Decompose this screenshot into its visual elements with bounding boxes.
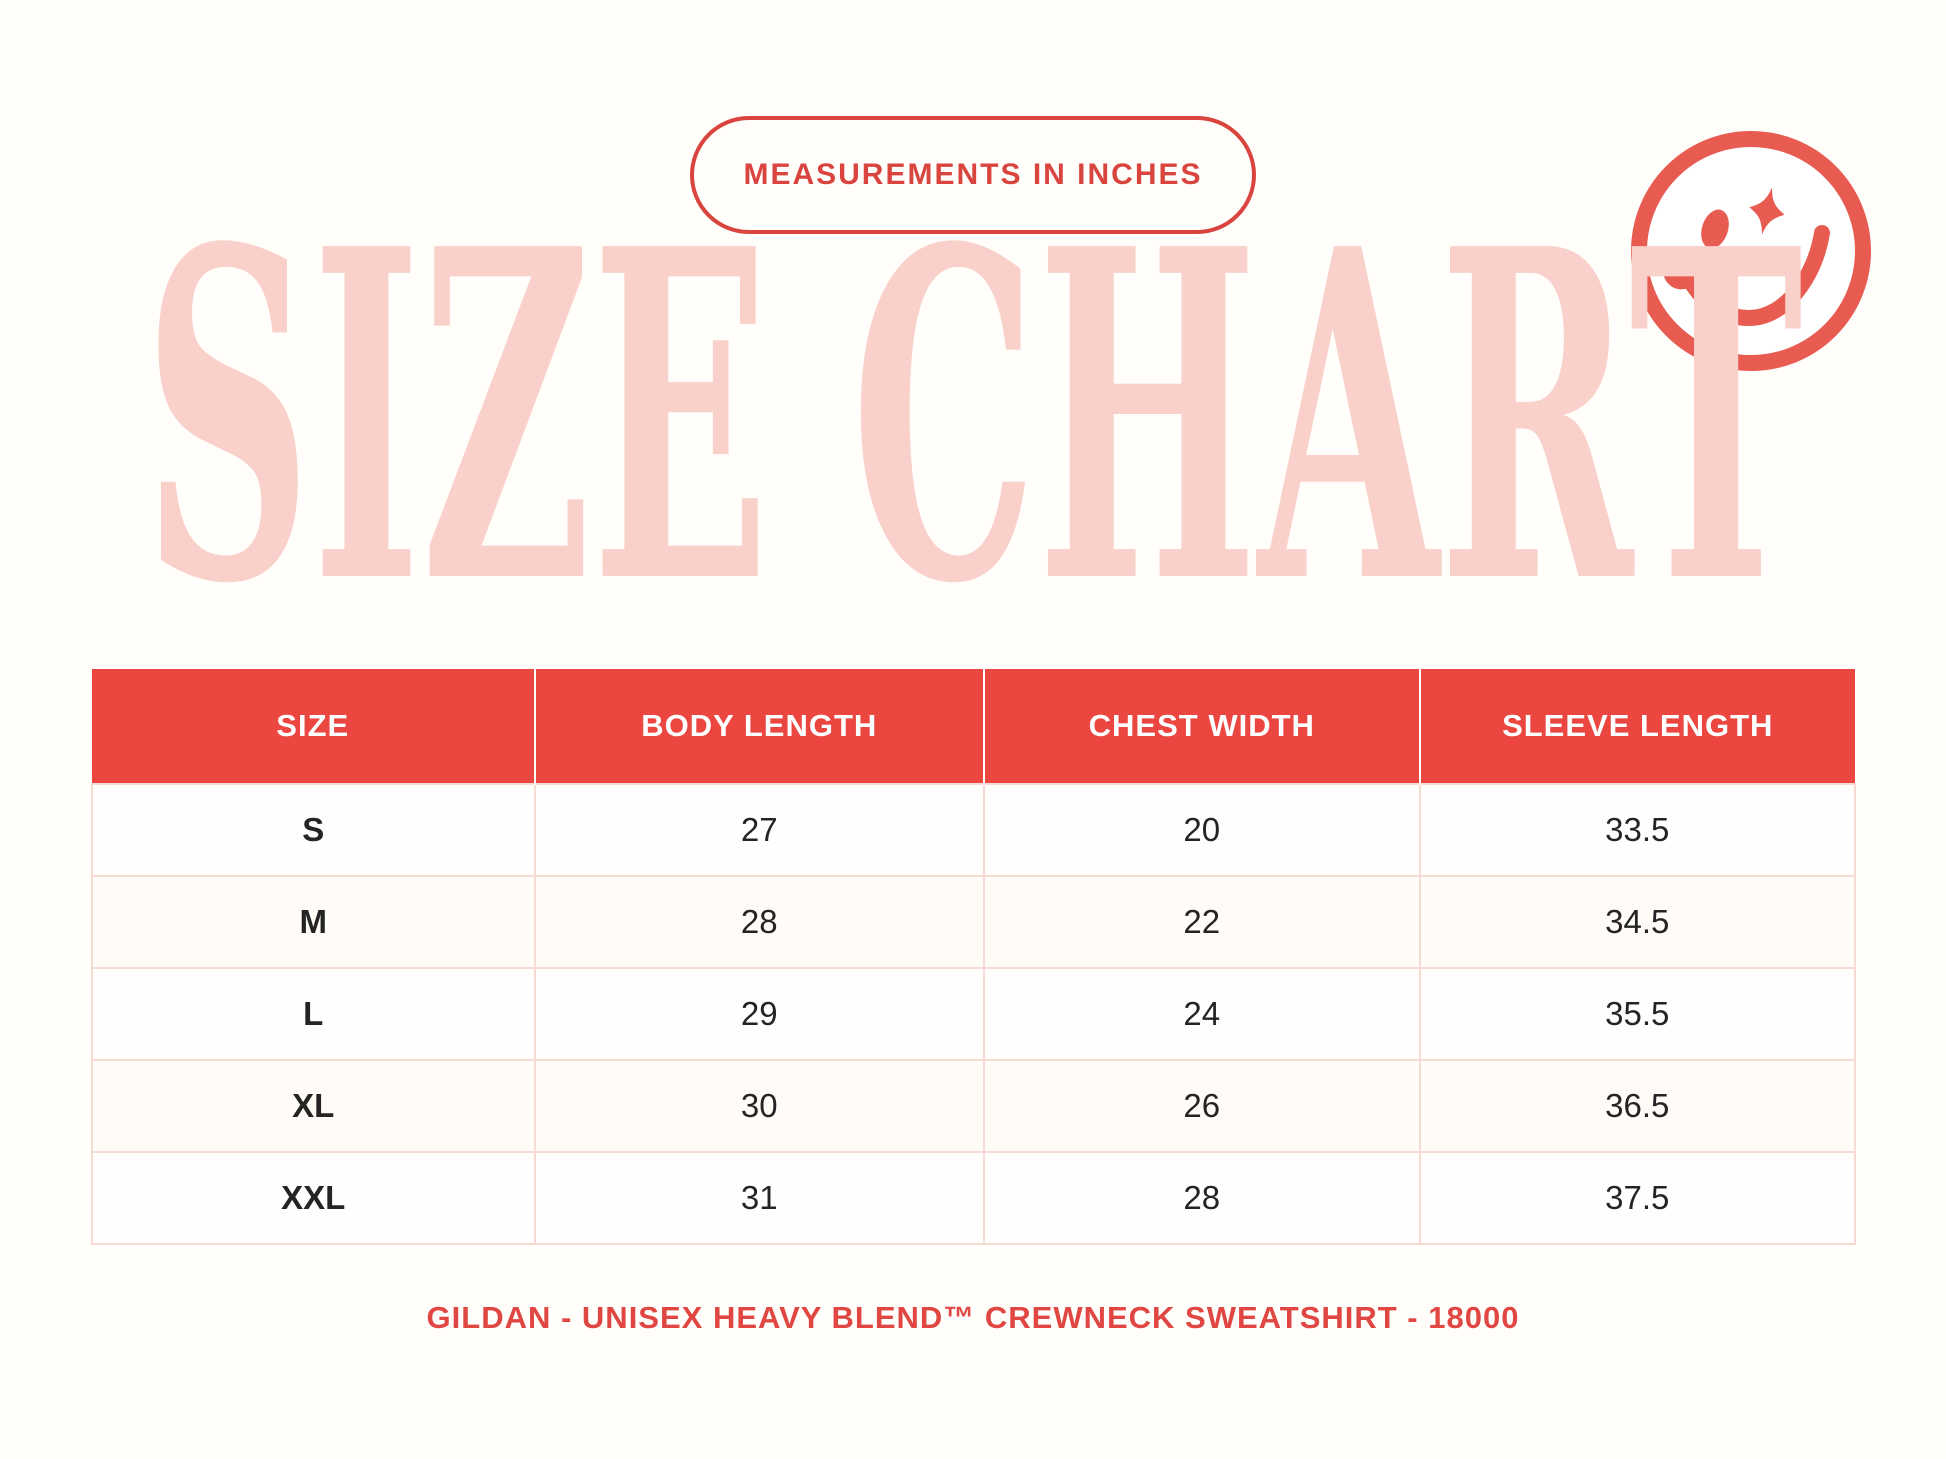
- product-name-footer: GILDAN - UNISEX HEAVY BLEND™ CREWNECK SW…: [426, 1300, 1520, 1335]
- measurement-cell: 29: [533, 967, 986, 1061]
- measurement-cell: 26: [983, 1059, 1421, 1153]
- size-cell: L: [91, 967, 536, 1061]
- measurement-cell: 37.5: [1418, 1151, 1857, 1245]
- column-header-size: SIZE: [92, 669, 535, 784]
- measurement-cell: 34.5: [1418, 875, 1857, 969]
- measurement-cell: 35.5: [1418, 967, 1857, 1061]
- table-row: S 27 20 33.5: [91, 783, 1857, 877]
- page-title: SIZE CHART: [143, 230, 1803, 640]
- column-header-sleeve-length: SLEEVE LENGTH: [1418, 669, 1855, 784]
- table-row: L 29 24 35.5: [91, 967, 1857, 1061]
- measurement-cell: 20: [983, 783, 1421, 877]
- table-row: XL 30 26 36.5: [91, 1059, 1857, 1153]
- size-table-header: SIZE BODY LENGTH CHEST WIDTH SLEEVE LENG…: [92, 669, 1855, 784]
- measurement-cell: 30: [533, 1059, 986, 1153]
- size-table: SIZE BODY LENGTH CHEST WIDTH SLEEVE LENG…: [91, 669, 1857, 1245]
- measurement-cell: 33.5: [1418, 783, 1857, 877]
- measurements-badge-label: MEASUREMENTS IN INCHES: [743, 158, 1203, 191]
- column-header-chest-width: CHEST WIDTH: [983, 669, 1420, 784]
- smiley-face-sparkle-eye-icon: [1627, 127, 1877, 382]
- size-cell: XL: [91, 1059, 536, 1153]
- column-header-body-length: BODY LENGTH: [533, 669, 985, 784]
- title-graphic: SIZE CHART: [143, 230, 1803, 640]
- measurement-cell: 31: [533, 1151, 986, 1245]
- size-cell: XXL: [91, 1151, 536, 1245]
- measurement-cell: 27: [533, 783, 986, 877]
- table-row: XXL 31 28 37.5: [91, 1151, 1857, 1245]
- size-cell: M: [91, 875, 536, 969]
- header-row: SIZE BODY LENGTH CHEST WIDTH SLEEVE LENG…: [92, 669, 1855, 784]
- measurement-cell: 28: [983, 1151, 1421, 1245]
- measurement-cell: 36.5: [1418, 1059, 1857, 1153]
- size-table-wrap: SIZE BODY LENGTH CHEST WIDTH SLEEVE LENG…: [91, 669, 1857, 1245]
- measurement-cell: 24: [983, 967, 1421, 1061]
- measurements-badge: MEASUREMENTS IN INCHES: [690, 116, 1256, 234]
- measurement-cell: 22: [983, 875, 1421, 969]
- table-row: M 28 22 34.5: [91, 875, 1857, 969]
- size-table-body: S 27 20 33.5 M 28 22 34.5 L 29 24 35.5 XL 30 26 36.5 XXL…: [91, 783, 1857, 1245]
- size-cell: S: [91, 783, 536, 877]
- measurement-cell: 28: [533, 875, 986, 969]
